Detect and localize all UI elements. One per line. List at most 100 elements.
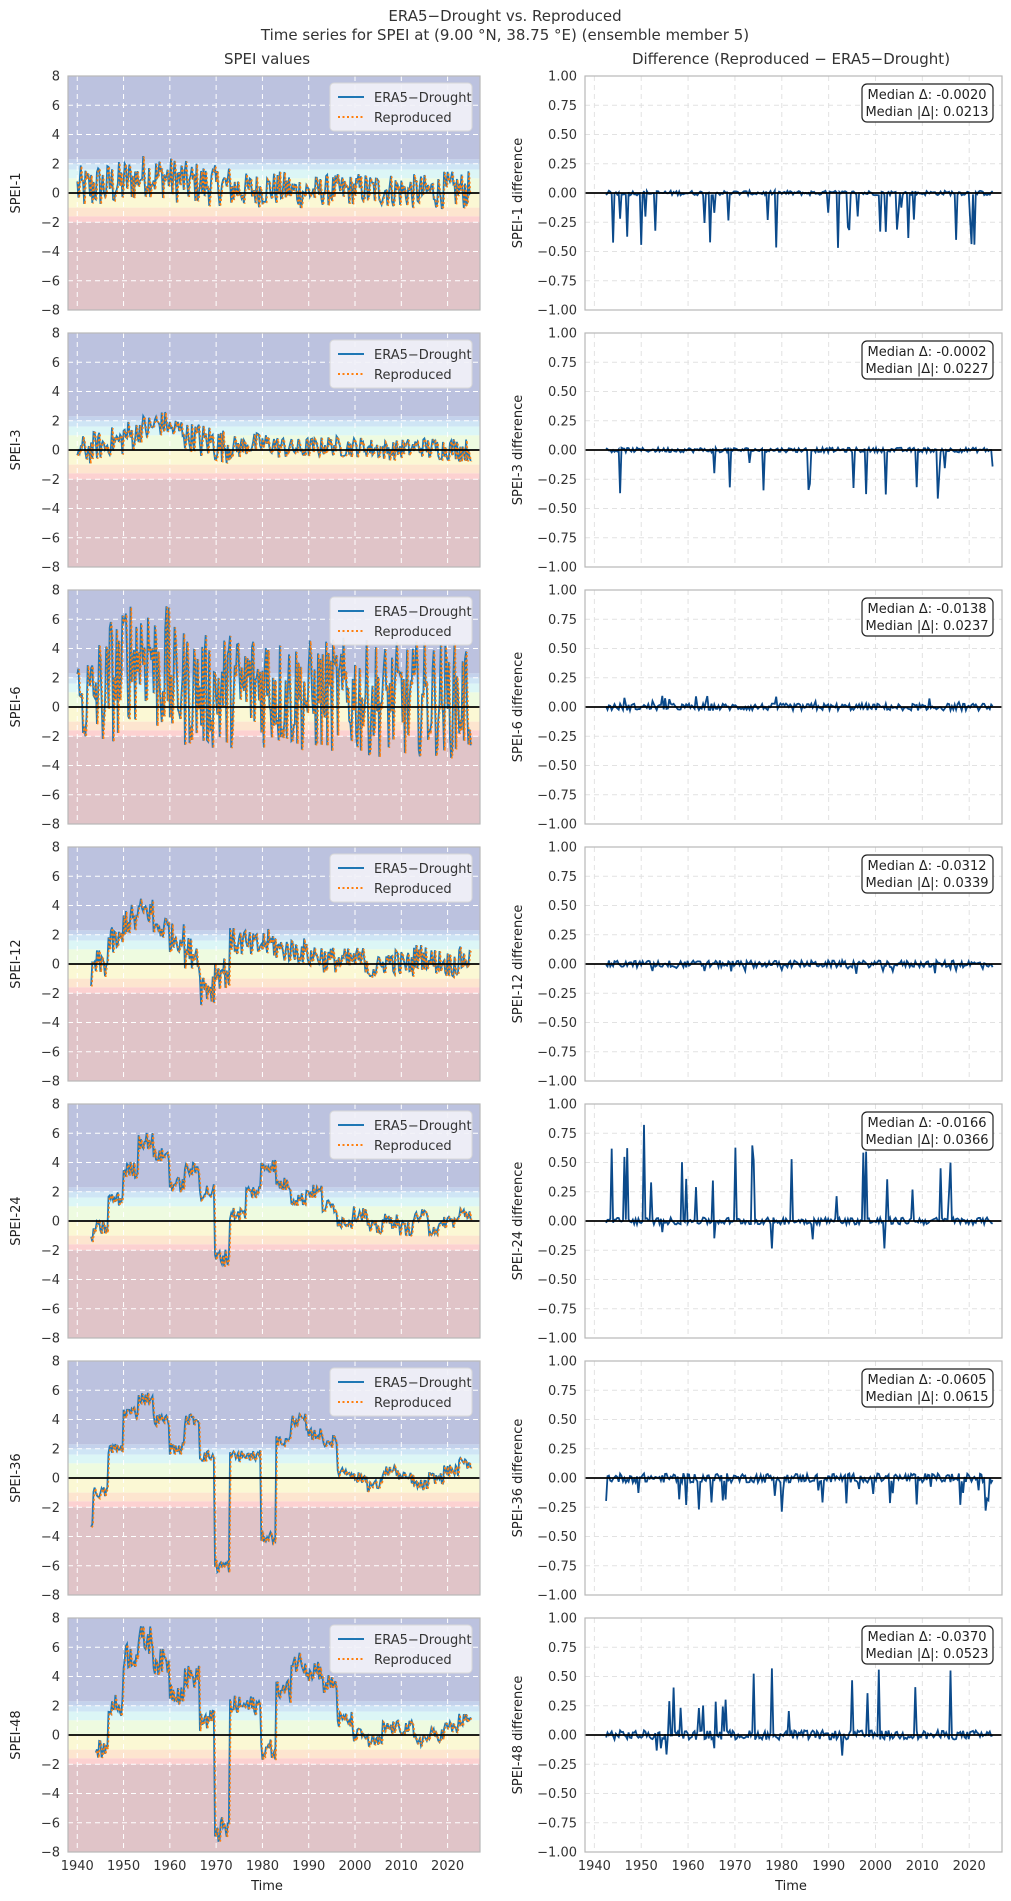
y-tick-label: −2 bbox=[41, 1501, 60, 1516]
x-tick-label: 1950 bbox=[625, 1859, 658, 1874]
drought-category-band bbox=[68, 464, 480, 474]
spei-panel: 8 6 4 2 0 −2 −4 −6 −8 SPEI-1 ERA5−Drought Reproduce… bbox=[9, 70, 481, 319]
y-tick-label: −4 bbox=[41, 1787, 60, 1802]
median-annotation: Median Δ: -0.0166 Median |Δ|: 0.0366 bbox=[861, 1111, 994, 1151]
spei-panel: 8 6 4 2 0 −2 −4 −6 −8 SPEI-3 ERA5−Drought Reproduce… bbox=[9, 327, 481, 576]
median-annotation: Median Δ: -0.0138 Median |Δ|: 0.0237 bbox=[861, 597, 994, 637]
y-axis-label: SPEI-12 difference bbox=[511, 905, 526, 1024]
median-abs-delta-text: Median |Δ|: 0.0366 bbox=[865, 1133, 988, 1148]
drought-category-band bbox=[68, 930, 480, 935]
y-tick-label: −1.00 bbox=[537, 1332, 577, 1347]
x-tick-label: 2010 bbox=[385, 1859, 418, 1874]
y-tick-label: 0.75 bbox=[548, 356, 577, 371]
x-tick-label: 1960 bbox=[672, 1859, 705, 1874]
y-tick-label: 0.00 bbox=[548, 444, 577, 459]
y-tick-label: −1.00 bbox=[537, 1075, 577, 1090]
y-tick-label: 8 bbox=[52, 841, 60, 856]
x-tick-label: 1950 bbox=[107, 1859, 140, 1874]
right-column-title: Difference (Reproduced − ERA5−Drought) bbox=[632, 50, 950, 68]
y-tick-label: −6 bbox=[41, 274, 60, 289]
drought-category-band bbox=[68, 1444, 480, 1449]
legend-box bbox=[329, 596, 473, 646]
difference-panel: 1.00 0.75 0.50 0.25 0.00 −0.25 −0.50 −0.75 −1.00… bbox=[511, 841, 1003, 1090]
y-tick-label: −4 bbox=[41, 502, 60, 517]
figure-title-line2: Time series for SPEI at (9.00 °N, 38.75 … bbox=[260, 26, 749, 44]
median-delta-text: Median Δ: -0.0312 bbox=[868, 859, 987, 874]
y-tick-label: 6 bbox=[52, 1384, 60, 1399]
drought-category-band bbox=[68, 1197, 480, 1207]
drought-category-band bbox=[68, 473, 480, 480]
y-axis-label: SPEI-36 difference bbox=[511, 1419, 526, 1538]
y-tick-label: −4 bbox=[41, 245, 60, 260]
legend-label-reproduced: Reproduced bbox=[374, 368, 452, 383]
subplot-grid: 8 6 4 2 0 −2 −4 −6 −8 SPEI-1 ERA5−Drought Reproduce… bbox=[9, 70, 1003, 1874]
plot-area bbox=[605, 1668, 993, 1756]
y-axis-label: SPEI-1 difference bbox=[511, 138, 526, 249]
figure-title-line1: ERA5−Drought vs. Reproduced bbox=[388, 7, 621, 25]
y-tick-label: 0 bbox=[52, 1215, 60, 1230]
y-tick-label: 6 bbox=[52, 870, 60, 885]
y-tick-label: 0.25 bbox=[548, 671, 577, 686]
legend: ERA5−Drought Reproduced bbox=[329, 596, 473, 646]
drought-category-band bbox=[68, 1501, 480, 1508]
axes-frame bbox=[67, 75, 481, 311]
legend-box bbox=[329, 82, 473, 132]
y-tick-label: −6 bbox=[41, 1045, 60, 1060]
legend: ERA5−Drought Reproduced bbox=[329, 1624, 473, 1674]
legend-label-era5-drought: ERA5−Drought bbox=[374, 348, 472, 363]
y-axis-label: SPEI-48 bbox=[9, 1710, 24, 1759]
spei-panel: 8 6 4 2 0 −2 −4 −6 −8 SPEI-6 ERA5−Drought Reproduce… bbox=[9, 584, 481, 833]
drought-category-band bbox=[68, 730, 480, 737]
y-tick-label: −0.50 bbox=[537, 759, 577, 774]
y-tick-label: 0.75 bbox=[548, 1384, 577, 1399]
y-tick-label: −0.50 bbox=[537, 245, 577, 260]
drought-category-band bbox=[68, 1711, 480, 1721]
legend-label-era5-drought: ERA5−Drought bbox=[374, 91, 472, 106]
plot-area bbox=[76, 411, 473, 464]
y-tick-label: −8 bbox=[41, 1846, 60, 1861]
median-annotation-box bbox=[861, 340, 994, 380]
y-tick-label: 0.75 bbox=[548, 613, 577, 628]
drought-category-band bbox=[68, 721, 480, 731]
y-tick-label: 0 bbox=[52, 1729, 60, 1744]
y-axis-label: SPEI-36 bbox=[9, 1453, 24, 1502]
y-tick-label: 0.25 bbox=[548, 157, 577, 172]
y-tick-label: 0 bbox=[52, 958, 60, 973]
y-tick-label: 2 bbox=[52, 1442, 60, 1457]
y-tick-label: 0.25 bbox=[548, 1442, 577, 1457]
median-delta-text: Median Δ: -0.0166 bbox=[868, 1116, 987, 1131]
y-tick-label: −0.25 bbox=[537, 473, 577, 488]
y-tick-label: 1.00 bbox=[548, 327, 577, 342]
y-tick-label: −2 bbox=[41, 216, 60, 231]
y-tick-label: −2 bbox=[41, 730, 60, 745]
drought-category-band bbox=[68, 1206, 480, 1221]
drought-category-band bbox=[68, 1187, 480, 1192]
y-tick-label: 0.00 bbox=[548, 1729, 577, 1744]
legend-label-era5-drought: ERA5−Drought bbox=[374, 862, 472, 877]
x-tick-label: 2000 bbox=[338, 1859, 371, 1874]
median-abs-delta-text: Median |Δ|: 0.0523 bbox=[865, 1647, 988, 1662]
y-tick-label: 0.50 bbox=[548, 385, 577, 400]
legend-label-reproduced: Reproduced bbox=[374, 1653, 452, 1668]
y-tick-label: −1.00 bbox=[537, 561, 577, 576]
y-tick-label: 1.00 bbox=[548, 841, 577, 856]
y-tick-label: −1.00 bbox=[537, 1846, 577, 1861]
y-tick-label: −8 bbox=[41, 561, 60, 576]
y-tick-label: 6 bbox=[52, 99, 60, 114]
legend-label-era5-drought: ERA5−Drought bbox=[374, 1376, 472, 1391]
drought-category-band bbox=[68, 1250, 480, 1338]
median-delta-text: Median Δ: -0.0138 bbox=[868, 602, 987, 617]
y-tick-label: 8 bbox=[52, 1612, 60, 1627]
y-tick-label: 1.00 bbox=[548, 1355, 577, 1370]
drought-category-band bbox=[68, 193, 480, 208]
y-tick-label: −0.75 bbox=[537, 1302, 577, 1317]
difference-line bbox=[605, 957, 994, 975]
x-tick-label: 1940 bbox=[578, 1859, 611, 1874]
drought-category-band bbox=[68, 1705, 480, 1712]
y-tick-label: 6 bbox=[52, 1641, 60, 1656]
y-tick-label: 0.00 bbox=[548, 1215, 577, 1230]
y-tick-label: 0.00 bbox=[548, 701, 577, 716]
drought-category-band bbox=[68, 736, 480, 824]
legend: ERA5−Drought Reproduced bbox=[329, 1367, 473, 1417]
median-delta-text: Median Δ: -0.0020 bbox=[868, 88, 987, 103]
